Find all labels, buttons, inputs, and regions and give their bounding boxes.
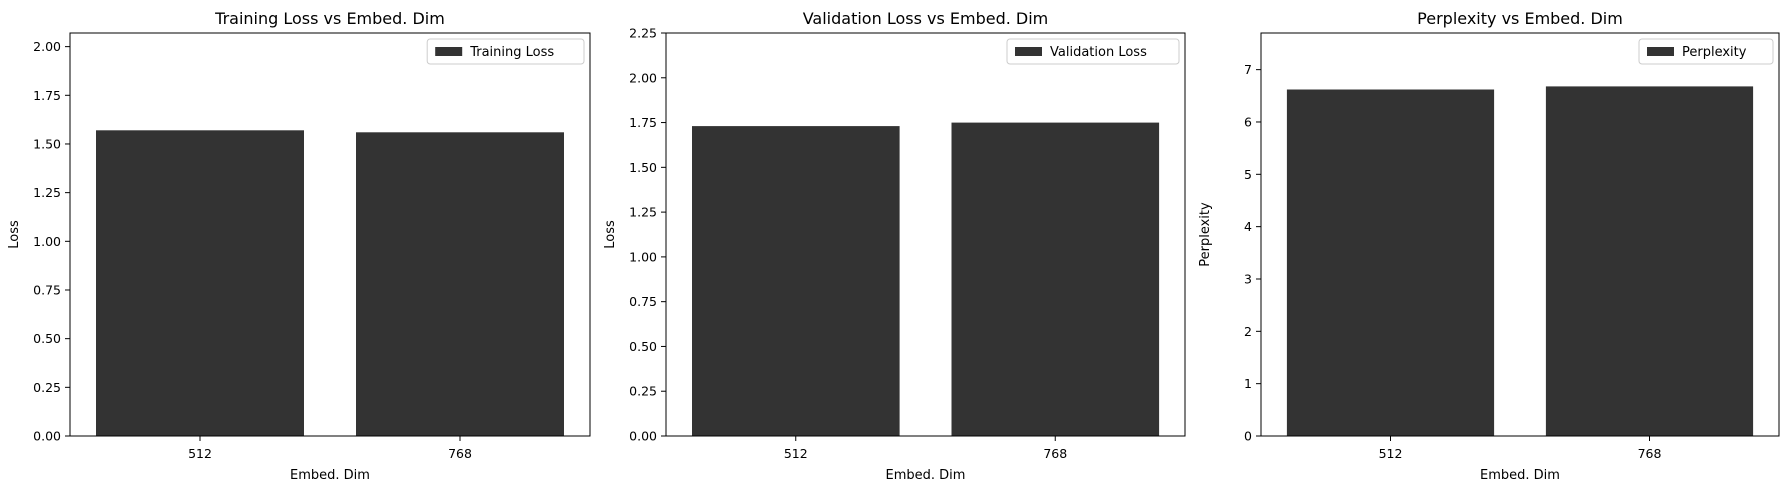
y-axis-label: Loss bbox=[7, 220, 22, 249]
y-tick-label: 0.50 bbox=[629, 339, 657, 354]
y-tick-label: 7 bbox=[1244, 62, 1252, 77]
y-tick-label: 0.25 bbox=[629, 384, 657, 399]
chart-title: Validation Loss vs Embed. Dim bbox=[803, 9, 1049, 28]
chart-title: Perplexity vs Embed. Dim bbox=[1417, 9, 1623, 28]
y-axis-label: Perplexity bbox=[1198, 202, 1213, 267]
y-tick-label: 1.50 bbox=[629, 160, 657, 175]
y-tick-label: 1 bbox=[1244, 376, 1252, 391]
y-tick-label: 0.00 bbox=[629, 429, 657, 444]
bar-512 bbox=[1286, 89, 1495, 436]
x-axis-label: Embed. Dim bbox=[1480, 468, 1560, 483]
y-tick-label: 1.75 bbox=[629, 115, 657, 130]
x-tick-label: 512 bbox=[1379, 446, 1403, 461]
y-tick-label: 0.75 bbox=[629, 294, 657, 309]
legend: Validation Loss bbox=[1006, 38, 1180, 65]
y-tick-label: 5 bbox=[1244, 167, 1252, 182]
legend-label: Perplexity bbox=[1682, 45, 1747, 60]
y-tick-label: 1.75 bbox=[33, 88, 61, 103]
y-tick-label: 0.50 bbox=[33, 331, 61, 346]
legend-swatch bbox=[435, 47, 463, 56]
bar-512 bbox=[692, 126, 900, 436]
y-axis-label: Loss bbox=[603, 220, 618, 249]
legend-box bbox=[1638, 38, 1774, 65]
y-tick-label: 1.00 bbox=[33, 234, 61, 249]
y-tick-label: 1.00 bbox=[629, 249, 657, 264]
axes-frame bbox=[1260, 32, 1780, 437]
bar-512 bbox=[96, 130, 304, 437]
axes-frame bbox=[69, 32, 591, 437]
legend-swatch bbox=[1015, 47, 1042, 56]
y-tick-label: 0.75 bbox=[33, 282, 61, 297]
legend: Perplexity bbox=[1638, 38, 1774, 65]
x-tick-label: 768 bbox=[1638, 446, 1662, 461]
bar-768 bbox=[356, 132, 564, 437]
y-tick-label: 0.25 bbox=[33, 380, 61, 395]
chart-title: Training Loss vs Embed. Dim bbox=[214, 9, 445, 28]
x-axis-label: Embed. Dim bbox=[886, 468, 966, 483]
y-tick-label: 0.00 bbox=[33, 429, 61, 444]
y-tick-label: 1.25 bbox=[629, 205, 657, 220]
y-tick-label: 6 bbox=[1244, 114, 1252, 129]
bar-768 bbox=[1545, 86, 1754, 437]
x-tick-label: 512 bbox=[784, 446, 808, 461]
y-tick-label: 0 bbox=[1244, 429, 1252, 444]
x-axis-label: Embed. Dim bbox=[290, 468, 370, 483]
bar-768 bbox=[951, 122, 1160, 436]
legend-box bbox=[1006, 38, 1180, 65]
chart-panel-1: 0.00 0.25 0.50 0.75 1.00 1.25 1.50 1.75 2.00 512 7… bbox=[7, 9, 591, 483]
legend-label: Validation Loss bbox=[1050, 45, 1147, 60]
legend: Training Loss bbox=[426, 38, 585, 65]
legend-box bbox=[426, 38, 585, 65]
axes-frame bbox=[665, 32, 1186, 437]
y-tick-label: 2.25 bbox=[629, 26, 657, 41]
y-tick-label: 4 bbox=[1244, 219, 1252, 234]
x-tick-label: 768 bbox=[448, 446, 472, 461]
chart-panel-3: 0 1 2 3 4 5 6 7 512 768 Perplexity vs Embed. Dim Em… bbox=[1198, 9, 1780, 483]
y-tick-label: 1.25 bbox=[33, 185, 61, 200]
legend-label: Training Loss bbox=[469, 45, 554, 60]
y-tick-label: 2.00 bbox=[629, 70, 657, 85]
y-tick-label: 3 bbox=[1244, 271, 1252, 286]
x-tick-label: 512 bbox=[188, 446, 212, 461]
x-tick-label: 768 bbox=[1043, 446, 1067, 461]
y-tick-label: 1.50 bbox=[33, 136, 61, 151]
chart-panel-2: 0.00 0.25 0.50 0.75 1.00 1.25 1.50 1.75 2.00 2.25… bbox=[603, 9, 1186, 483]
y-tick-label: 2.00 bbox=[33, 39, 61, 54]
y-tick-label: 2 bbox=[1244, 324, 1252, 339]
legend-swatch bbox=[1647, 47, 1674, 56]
